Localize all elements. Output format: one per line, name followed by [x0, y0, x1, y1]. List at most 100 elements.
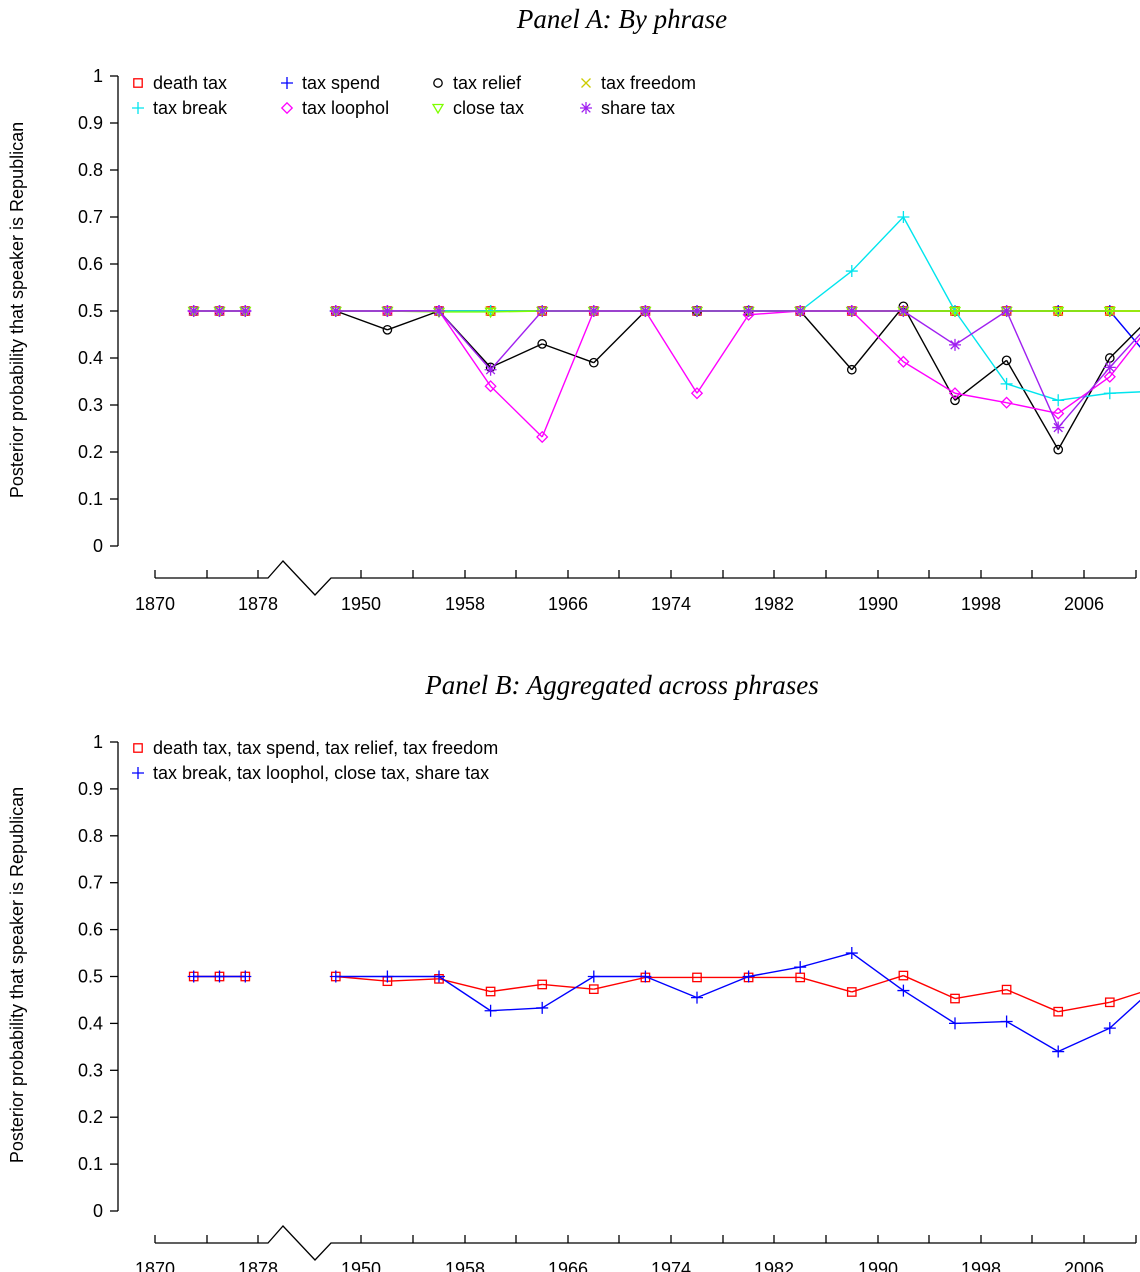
panel-a-data-point	[948, 306, 962, 318]
panel-b-x-tick-label: 1958	[445, 1259, 485, 1272]
panel-a-data-point	[1103, 370, 1116, 383]
panel-a-series-segment	[490, 310, 543, 313]
panel-b-series-segment	[1109, 999, 1140, 1029]
panel-a-x-tick-label: 1966	[548, 594, 588, 614]
panel-a-data-point	[846, 364, 857, 375]
panel-b-data-point	[794, 961, 807, 974]
panel-a-data-point	[381, 305, 394, 317]
panel-a-y-tick-label: 0.9	[78, 113, 103, 133]
panel-a-x-tick-label: 1878	[238, 594, 278, 614]
panel-a-series-segment	[335, 310, 388, 331]
panel-a-legend-marker	[431, 103, 445, 115]
panel-b-data-point	[239, 970, 252, 983]
panel-a-series-segment	[1109, 333, 1140, 368]
panel-a-data-point	[845, 265, 858, 278]
panel-a-data-point	[897, 305, 910, 317]
panel-a-data-point	[382, 324, 393, 335]
panel-a-series-segment	[1057, 376, 1111, 415]
panel-a-legend-label: tax freedom	[601, 73, 696, 93]
panel-a-data-point	[536, 430, 549, 444]
panel-a-series-segment	[1109, 326, 1140, 359]
panel-a-series-segment	[903, 361, 956, 394]
panel-a-series-segment	[1109, 391, 1140, 394]
panel-b-series	[187, 947, 1140, 1058]
panel-a-series-segment	[541, 310, 595, 438]
panel-b-x-axis-line	[155, 1225, 1136, 1261]
panel-b-series-segment	[490, 983, 543, 993]
panel-a-y-axis-label: Posterior probability that speaker is Re…	[7, 122, 27, 498]
panel-a-series-segment	[1005, 359, 1059, 451]
panel-b-data-point	[795, 972, 806, 983]
panel-a-x-tick-label: 2006	[1064, 594, 1104, 614]
panel-a-y-tick-label: 0.5	[78, 301, 103, 321]
panel-b-y-tick-label: 0.3	[78, 1060, 103, 1080]
panel-b-series-segment	[1058, 1001, 1110, 1013]
panel-a-series-segment	[954, 310, 1008, 385]
panel-b-y-tick-label: 1	[93, 732, 103, 752]
panel-a-legend-marker	[281, 77, 293, 89]
panel-a-series-segment	[1057, 366, 1111, 429]
panel-b-y-tick-label: 0	[93, 1201, 103, 1221]
panel-b-data-point	[950, 993, 960, 1004]
panel-a-data-point	[239, 305, 252, 317]
panel-a-series-death-tax	[188, 306, 1140, 316]
panel-a-legend-marker	[132, 102, 144, 114]
panel-b-data-point	[1001, 984, 1012, 995]
panel-b-data-point	[1000, 1015, 1013, 1028]
panel-a-legend-marker	[133, 78, 143, 88]
panel-a-series	[187, 211, 1140, 455]
panel-b-legend: death tax, tax spend, tax relief, tax fr…	[132, 738, 498, 783]
panel-b-data-point	[213, 970, 226, 983]
panel-a-y-tick-label: 0.1	[78, 489, 103, 509]
panel-a-series-segment	[799, 310, 853, 371]
panel-a-series-segment	[438, 310, 492, 371]
panel-b-data-point	[949, 1017, 961, 1030]
panel-b-data-point	[433, 970, 445, 983]
panel-b-data-point	[691, 991, 703, 1004]
panel-a-data-point	[1103, 387, 1116, 400]
panel-a-y-tick-label: 0.4	[78, 348, 103, 368]
panel-a-data-point	[1103, 361, 1116, 374]
panel-a-data-point	[949, 338, 961, 351]
panel-a-series-segment	[799, 270, 853, 312]
panel-b-data-point	[537, 979, 548, 990]
panel-a-series-segment	[1109, 310, 1140, 348]
panel-a-y-tick-label: 0.8	[78, 160, 103, 180]
panel-b-data-point	[329, 970, 342, 983]
panel-a-series-segment	[902, 216, 956, 312]
panel-b-axes: 0 0.1 0.2 0.3 0.4 0.5 0.6 0.7 0.8 0.9 1 1870 1878 195…	[78, 732, 1137, 1272]
panel-a-series-close-tax	[187, 306, 1140, 319]
panel-a-data-point	[187, 305, 200, 317]
panel-b-series-segment	[903, 974, 956, 1000]
panel-b-series-segment	[438, 978, 491, 993]
panel-b-legend-marker	[132, 767, 144, 779]
panel-b-x-tick-label: 1990	[858, 1259, 898, 1272]
panel-a-data-point	[897, 355, 910, 368]
panel-b-series-segment	[542, 983, 594, 990]
panel-b-x-tick-label: 1966	[548, 1259, 588, 1272]
panel-a-x-tick-label: 1990	[858, 594, 898, 614]
panel-b-series-tax-break-tax-loophol-close-tax-share-tax	[187, 947, 1140, 1058]
panel-b-x-tick-label: 1974	[651, 1259, 691, 1272]
panel-a-series-segment	[1109, 337, 1140, 378]
panel-a-data-point	[1000, 396, 1013, 409]
panel-a-legend-label: tax spend	[302, 73, 380, 93]
panel-b: Panel B: Aggregated across phrases Poste…	[7, 670, 1140, 1272]
panel-a-x-tick-label: 1974	[651, 594, 691, 614]
panel-b-series-segment	[593, 976, 646, 990]
panel-b-series-segment	[800, 976, 852, 993]
panel-b-y-tick-label: 0.9	[78, 779, 103, 799]
panel-a-x-axis-line	[155, 560, 1136, 596]
panel-a-legend-marker	[280, 101, 294, 115]
panel-a-series-segment	[954, 310, 1007, 346]
panel-a-data-point	[433, 305, 445, 317]
panel-a-data-point	[1052, 306, 1065, 318]
panel-b-series-segment	[954, 1020, 1007, 1025]
panel-a-data-point	[329, 305, 342, 317]
panel-a-legend-marker	[433, 78, 443, 88]
panel-b-data-point	[1053, 1006, 1064, 1017]
panel-b-series-segment	[696, 975, 749, 999]
panel-a-series-share-tax	[187, 305, 1140, 434]
panel-b-data-point	[485, 986, 496, 997]
panel-a-y-tick-label: 0	[93, 536, 103, 556]
